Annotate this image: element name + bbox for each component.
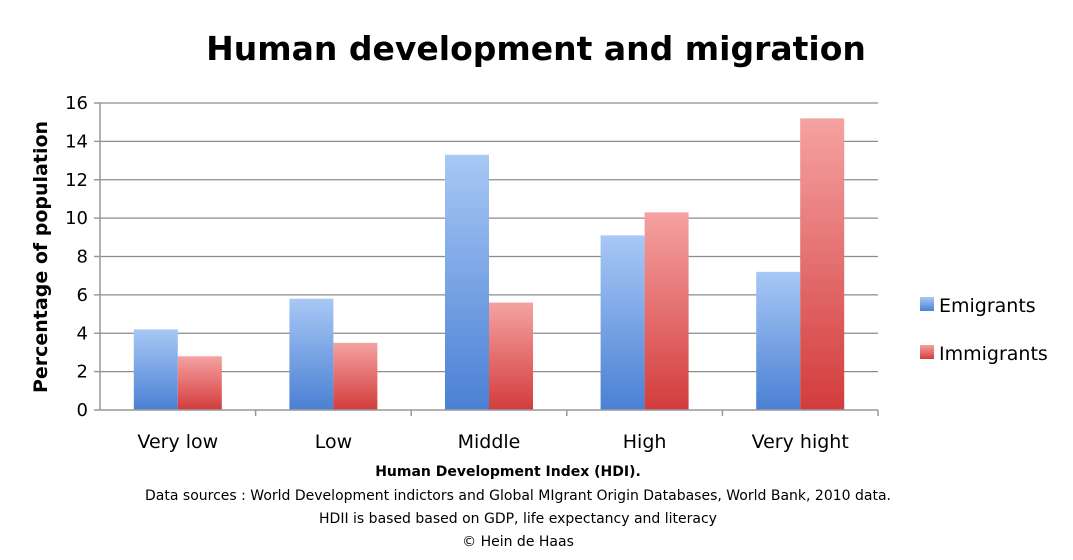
y-tick-label: 16: [65, 93, 88, 114]
x-axis-label: Human Development Index (HDI).: [375, 464, 641, 480]
y-tick-label: 12: [65, 170, 88, 191]
legend-swatch-immigrants: [920, 345, 934, 359]
bar-immigrants-3: [644, 212, 689, 410]
y-tick-label: 14: [65, 131, 88, 152]
bar-immigrants-1: [333, 342, 378, 410]
x-tick-label: High: [623, 431, 667, 453]
y-tick-label: 6: [77, 285, 88, 306]
bar-emigrants-2: [445, 154, 489, 410]
bar-emigrants-3: [600, 235, 645, 410]
bars: [133, 118, 845, 410]
x-axis-ticks: Very low Low Middle High Very hight: [137, 410, 879, 453]
x-tick-label: Low: [315, 431, 352, 453]
y-tick-label: 0: [77, 400, 88, 421]
y-tick-label: 4: [77, 323, 88, 344]
y-axis-label: Percentage of population: [30, 121, 52, 393]
legend: Emigrants Immigrants: [920, 295, 1048, 365]
data-sources-note: Data sources : World Development indicto…: [145, 488, 891, 504]
chart-title: Human development and migration: [206, 29, 866, 68]
legend-swatch-emigrants: [920, 297, 934, 311]
copyright-note: © Hein de Haas: [462, 534, 574, 550]
legend-label-emigrants: Emigrants: [939, 295, 1036, 317]
bar-emigrants-4: [756, 271, 801, 410]
legend-label-immigrants: Immigrants: [939, 343, 1048, 365]
y-tick-label: 2: [77, 362, 88, 383]
bar-immigrants-0: [177, 356, 222, 410]
bar-emigrants-0: [133, 329, 178, 410]
x-tick-label: Very low: [137, 431, 218, 453]
bar-immigrants-4: [800, 118, 845, 410]
bar-immigrants-2: [489, 302, 533, 410]
y-tick-label: 8: [77, 247, 88, 268]
y-axis-ticks: 0 2 4 6 8 10 12 14 16: [65, 93, 100, 421]
x-tick-label: Middle: [458, 431, 521, 453]
y-tick-label: 10: [65, 208, 88, 229]
bar-emigrants-1: [289, 298, 334, 410]
hdi-basis-note: HDII is based based on GDP, life expecta…: [319, 511, 717, 527]
x-tick-label: Very hight: [752, 431, 849, 453]
